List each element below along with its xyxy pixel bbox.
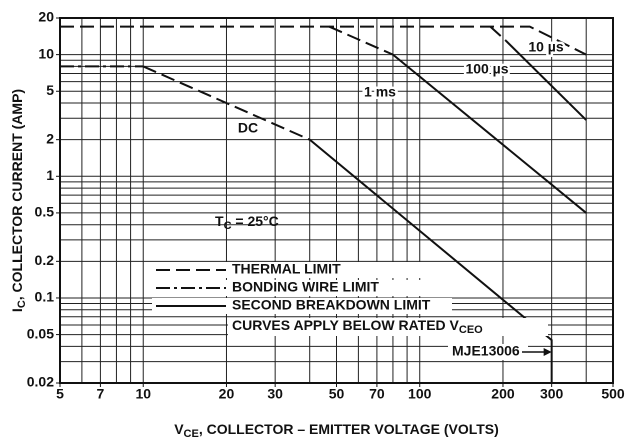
curve	[489, 25, 507, 42]
y-axis-label-main: I	[9, 308, 25, 312]
legend-bg	[152, 280, 452, 296]
curve	[392, 53, 587, 214]
device-bg	[448, 344, 528, 360]
x-tick-label: 7	[97, 386, 105, 402]
x-tick-label: 10	[135, 386, 151, 402]
y-tick-label: 2	[46, 130, 54, 146]
note-sub: CEO	[459, 324, 483, 336]
y-tick-label: 1	[46, 167, 54, 183]
x-tick-label: 70	[369, 386, 385, 402]
x-tick-label: 30	[267, 386, 283, 402]
y-tick-label: 0.02	[27, 374, 54, 390]
annotation-main: T	[215, 213, 224, 229]
curve	[60, 25, 587, 56]
x-tick-label: 500	[601, 386, 625, 402]
device-label: MJE13006	[452, 343, 520, 359]
x-axis-label-main: V	[174, 421, 184, 437]
x-tick-label: 50	[329, 386, 345, 402]
x-tick-label: 200	[491, 386, 515, 402]
curve	[309, 138, 553, 383]
y-tick-label: 0.1	[35, 289, 55, 305]
curve-label: 100 µs	[465, 61, 508, 77]
legend-bg	[152, 298, 452, 314]
legend-bg	[228, 318, 548, 336]
curve-label: DC	[238, 120, 258, 136]
curve	[505, 40, 587, 121]
y-tick-label: 0.2	[35, 252, 55, 268]
x-tick-label: 300	[540, 386, 564, 402]
annotation-sub: C	[224, 220, 232, 232]
x-axis-label-sub: CE	[184, 428, 199, 440]
x-axis-label: VCE, COLLECTOR – EMITTER VOLTAGE (VOLTS)	[174, 421, 499, 440]
x-axis-label-rest: , COLLECTOR – EMITTER VOLTAGE (VOLTS)	[199, 421, 499, 437]
curve-label: 1 ms	[364, 84, 396, 100]
x-tick-label: 20	[219, 386, 235, 402]
note-main: CURVES APPLY BELOW RATED V	[232, 317, 460, 333]
annotation-rest: = 25°C	[232, 213, 279, 229]
legend-label: THERMAL LIMIT	[232, 261, 341, 277]
device-arrowhead	[543, 348, 552, 356]
y-tick-label: 20	[38, 9, 54, 25]
x-tick-label: 5	[56, 386, 64, 402]
annotation: TC = 25°C	[215, 213, 279, 232]
y-tick-label: 0.5	[35, 204, 55, 220]
y-axis-label-rest: , COLLECTOR CURRENT (AMP)	[9, 89, 25, 300]
note: CURVES APPLY BELOW RATED VCEO	[232, 317, 483, 336]
legend-label: BONDING WIRE LIMIT	[232, 279, 379, 295]
y-tick-label: 0.05	[27, 325, 54, 341]
y-axis-label-sub: C	[16, 300, 28, 308]
curve	[142, 65, 311, 141]
x-tick-label: 100	[408, 386, 432, 402]
legend-bg	[152, 262, 452, 278]
y-tick-label: 5	[46, 82, 54, 98]
curve	[328, 25, 394, 56]
y-tick-label: 10	[38, 45, 54, 61]
curve-label: 10 µs	[528, 39, 564, 55]
y-axis-label: IC, COLLECTOR CURRENT (AMP)	[9, 89, 28, 312]
legend-label: SECOND BREAKDOWN LIMIT	[232, 297, 431, 313]
